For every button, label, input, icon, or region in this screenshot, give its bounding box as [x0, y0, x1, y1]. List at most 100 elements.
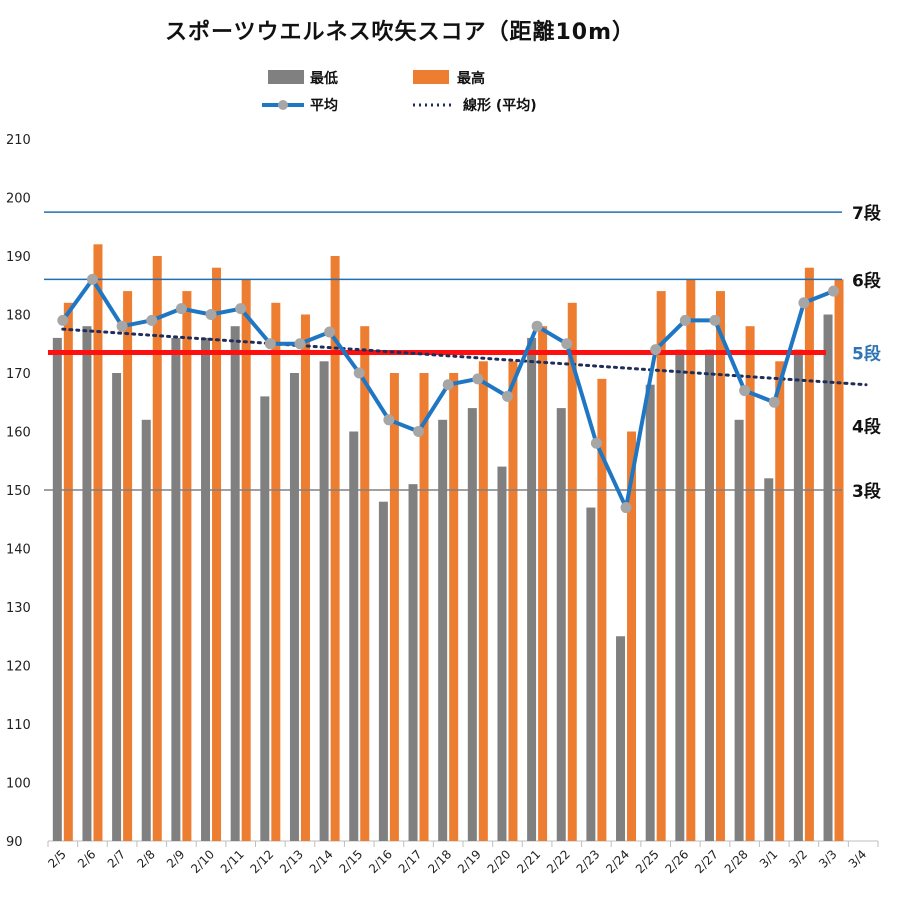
- bar-max: [360, 326, 370, 841]
- y-tick-label: 210: [6, 133, 31, 148]
- bar-max: [656, 291, 666, 842]
- bar-max: [478, 361, 488, 841]
- bar-min: [82, 326, 92, 841]
- y-tick-label: 190: [6, 250, 31, 265]
- average-marker: [205, 309, 217, 320]
- bar-max: [152, 256, 162, 841]
- x-tick-label: 2/28: [722, 847, 751, 876]
- bar-min: [556, 408, 566, 841]
- bar-max: [330, 256, 340, 841]
- bar-min: [438, 419, 448, 841]
- bar-min: [201, 337, 211, 841]
- bar-min: [704, 349, 714, 841]
- y-tick-label: 140: [6, 543, 31, 558]
- average-marker: [324, 326, 336, 338]
- y-tick-label: 110: [6, 718, 31, 733]
- average-marker: [146, 314, 158, 326]
- bar-max: [715, 291, 725, 842]
- x-tick-label: 2/26: [662, 847, 691, 876]
- x-tick-label: 2/27: [692, 847, 721, 876]
- average-marker: [235, 303, 247, 315]
- average-marker: [472, 373, 484, 385]
- average-marker: [442, 379, 454, 391]
- x-tick-label: 2/12: [247, 847, 276, 876]
- bar-max: [389, 373, 399, 841]
- legend-label-avg: 平均: [310, 97, 338, 114]
- bar-min: [141, 419, 151, 841]
- bar-min: [230, 326, 240, 841]
- average-marker: [175, 303, 187, 315]
- bar-min: [52, 337, 62, 841]
- bar-min: [260, 396, 270, 841]
- average-marker: [768, 396, 780, 408]
- bar-min: [349, 431, 359, 841]
- bar-min: [467, 408, 477, 841]
- bar-max: [63, 302, 73, 841]
- bar-max: [597, 378, 607, 841]
- reference-label: 6段: [852, 270, 881, 291]
- x-tick-label: 2/25: [633, 847, 662, 876]
- bar-min: [319, 361, 329, 841]
- bar-max: [241, 279, 251, 841]
- legend-label-min: 最低: [310, 70, 338, 87]
- x-tick-label: 2/15: [336, 847, 365, 876]
- x-tick-label: 2/20: [485, 847, 514, 876]
- bar-max: [834, 279, 844, 841]
- chart-title: スポーツウエルネス吹矢スコア（距離10m）: [164, 20, 636, 45]
- x-tick-label: 2/5: [45, 847, 69, 871]
- bar-min: [378, 501, 388, 841]
- bar-min: [793, 349, 803, 841]
- x-tick-label: 3/3: [816, 847, 840, 871]
- x-tick-label: 2/8: [134, 847, 158, 871]
- average-marker: [116, 320, 128, 332]
- reference-label: 4段: [852, 417, 881, 438]
- bar-min: [112, 373, 122, 841]
- average-marker: [57, 314, 69, 326]
- trend-line: [61, 327, 868, 387]
- average-marker: [650, 344, 662, 356]
- y-tick-label: 150: [6, 484, 31, 499]
- bar-max: [419, 373, 429, 841]
- bar-min: [764, 478, 774, 841]
- average-marker: [798, 297, 810, 309]
- y-tick-label: 130: [6, 601, 31, 616]
- x-tick-label: 2/16: [366, 847, 395, 876]
- x-tick-label: 2/17: [396, 847, 425, 876]
- bar-min: [586, 507, 596, 841]
- legend-marker-avg: [278, 100, 288, 110]
- average-marker: [264, 338, 276, 350]
- bar-max: [686, 279, 696, 841]
- x-tick-label: 3/4: [846, 847, 870, 871]
- y-tick-label: 120: [6, 660, 31, 675]
- x-tick-label: 2/10: [188, 847, 217, 876]
- bar-max: [93, 244, 103, 842]
- y-tick-label: 100: [6, 777, 31, 792]
- legend-swatch-max: [413, 70, 449, 84]
- bar-min: [497, 466, 507, 841]
- bar-max: [804, 267, 814, 841]
- average-marker: [531, 320, 543, 332]
- reference-label: 3段: [852, 481, 881, 502]
- bar-min: [645, 384, 655, 841]
- bar-max: [182, 291, 192, 842]
- average-marker: [353, 367, 365, 379]
- average-marker: [828, 285, 840, 297]
- legend-swatch-min: [268, 70, 304, 84]
- bar-min: [527, 337, 537, 841]
- x-tick-label: 2/23: [574, 847, 603, 876]
- y-tick-label: 160: [6, 426, 31, 441]
- y-tick-label: 180: [6, 309, 31, 324]
- x-tick-label: 2/18: [425, 847, 454, 876]
- bar-min: [171, 337, 181, 841]
- x-tick-label: 2/19: [455, 847, 484, 876]
- average-marker: [620, 502, 632, 514]
- x-tick-label: 3/1: [757, 847, 781, 871]
- legend: 最低 最高 平均 線形 (平均): [262, 70, 537, 114]
- x-tick-label: 2/14: [307, 847, 336, 876]
- plot-area: 90 100 110 120 130 140 150 160 170 180 190 200 210 2/…: [6, 133, 881, 876]
- bar-min: [616, 636, 626, 841]
- legend-label-max: 最高: [457, 70, 485, 87]
- average-marker: [383, 414, 395, 426]
- x-tick-label: 2/9: [164, 847, 188, 871]
- x-tick-label: 2/21: [514, 847, 543, 876]
